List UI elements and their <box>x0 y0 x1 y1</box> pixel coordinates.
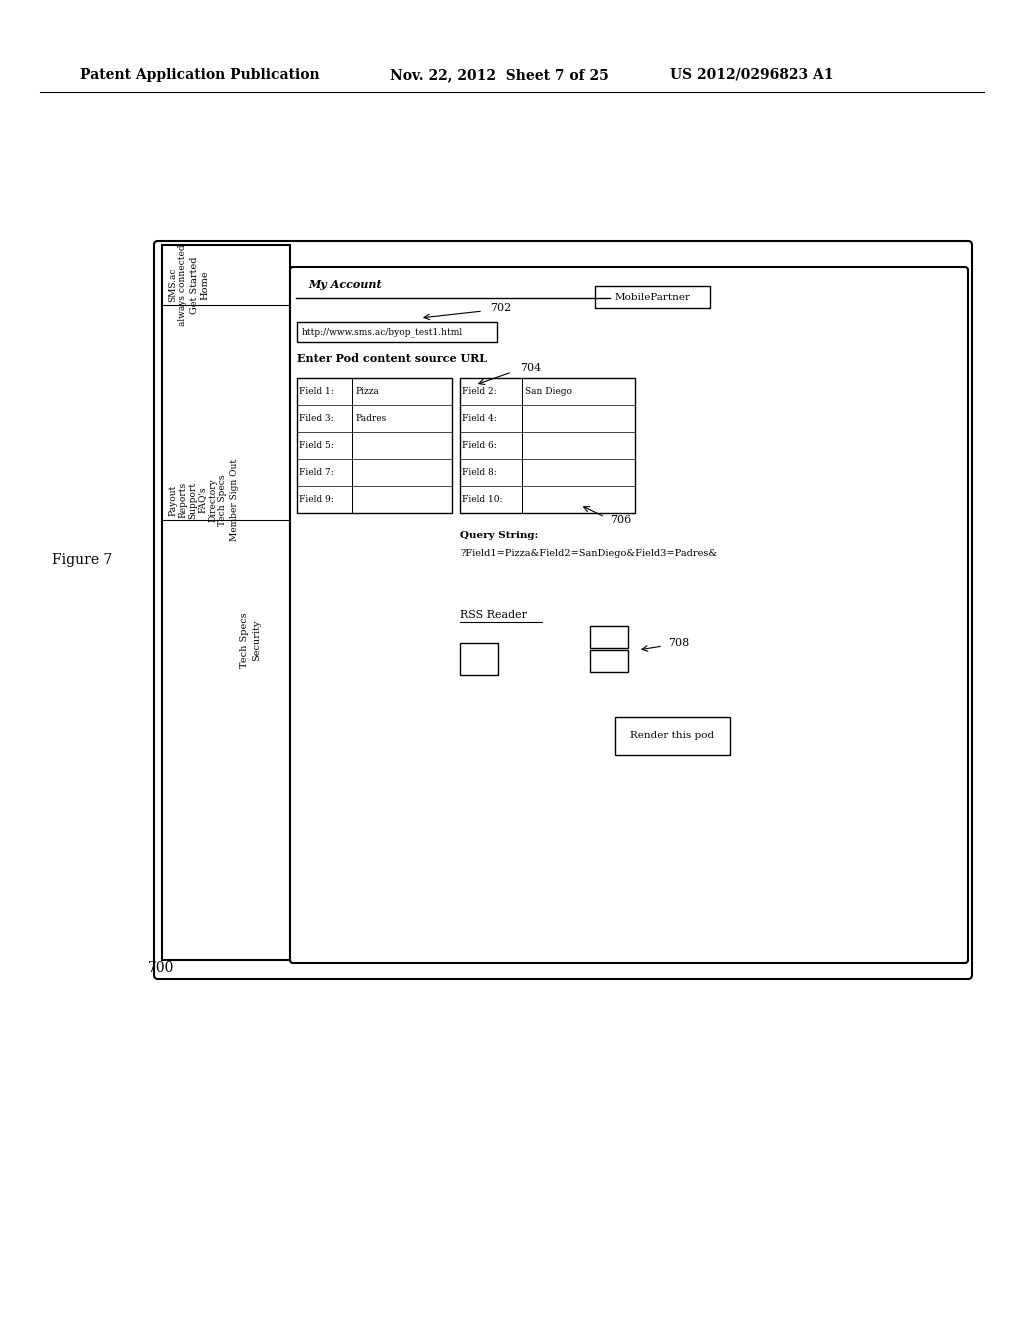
Bar <box>297 322 497 342</box>
Text: 706: 706 <box>610 515 631 525</box>
Text: Enter Pod content source URL: Enter Pod content source URL <box>297 352 487 363</box>
Bar <box>595 286 710 308</box>
Text: 708: 708 <box>668 638 689 648</box>
Text: Tech Specs: Tech Specs <box>240 612 249 668</box>
Text: ?Field1=Pizza&Field2=SanDiego&Field3=Padres&: ?Field1=Pizza&Field2=SanDiego&Field3=Pad… <box>460 549 717 557</box>
Text: FAQ's: FAQ's <box>198 487 207 513</box>
Text: Get Started: Get Started <box>190 256 199 314</box>
Text: Security: Security <box>252 619 261 661</box>
Text: Payout: Payout <box>168 484 177 516</box>
Text: Field 2:: Field 2: <box>462 387 497 396</box>
Bar <box>590 649 628 672</box>
Text: Support: Support <box>188 482 197 519</box>
Text: My Account: My Account <box>308 280 382 290</box>
Text: 704: 704 <box>520 363 542 374</box>
Text: Member Sign Out: Member Sign Out <box>230 459 239 541</box>
FancyBboxPatch shape <box>290 267 968 964</box>
FancyBboxPatch shape <box>154 242 972 979</box>
Text: Field 8:: Field 8: <box>462 469 497 477</box>
Text: US 2012/0296823 A1: US 2012/0296823 A1 <box>670 69 834 82</box>
Text: Reports: Reports <box>178 482 187 517</box>
Text: Field 9:: Field 9: <box>299 495 334 504</box>
Bar <box>615 717 730 755</box>
Text: Render this pod: Render this pod <box>630 731 714 741</box>
Text: SMS.ac: SMS.ac <box>168 268 177 302</box>
Text: Filed 3:: Filed 3: <box>299 414 334 422</box>
Text: Field 7:: Field 7: <box>299 469 334 477</box>
Text: RSS Reader: RSS Reader <box>460 610 527 620</box>
Text: Figure 7: Figure 7 <box>52 553 113 568</box>
Text: Patent Application Publication: Patent Application Publication <box>80 69 319 82</box>
Text: Query String:: Query String: <box>460 531 539 540</box>
Text: Padres: Padres <box>355 414 386 422</box>
Text: Field 6:: Field 6: <box>462 441 497 450</box>
Text: Tech Specs: Tech Specs <box>218 474 227 525</box>
Bar <box>162 246 290 960</box>
Text: Field 1:: Field 1: <box>299 387 334 396</box>
Text: San Diego: San Diego <box>525 387 572 396</box>
Bar <box>297 378 452 513</box>
Text: always connected: always connected <box>178 244 187 326</box>
Bar <box>460 378 635 513</box>
Text: Directory: Directory <box>208 478 217 521</box>
Bar <box>460 643 498 675</box>
Text: Field 10:: Field 10: <box>462 495 503 504</box>
Text: MobilePartner: MobilePartner <box>615 293 691 301</box>
Text: 702: 702 <box>490 304 511 313</box>
Text: Field 5:: Field 5: <box>299 441 334 450</box>
Text: Nov. 22, 2012  Sheet 7 of 25: Nov. 22, 2012 Sheet 7 of 25 <box>390 69 608 82</box>
Text: Home: Home <box>200 271 209 300</box>
Text: 700: 700 <box>148 961 174 975</box>
Text: Field 4:: Field 4: <box>462 414 497 422</box>
Text: http://www.sms.ac/byop_test1.html: http://www.sms.ac/byop_test1.html <box>302 327 463 337</box>
Text: Pizza: Pizza <box>355 387 379 396</box>
Bar <box>590 626 628 648</box>
